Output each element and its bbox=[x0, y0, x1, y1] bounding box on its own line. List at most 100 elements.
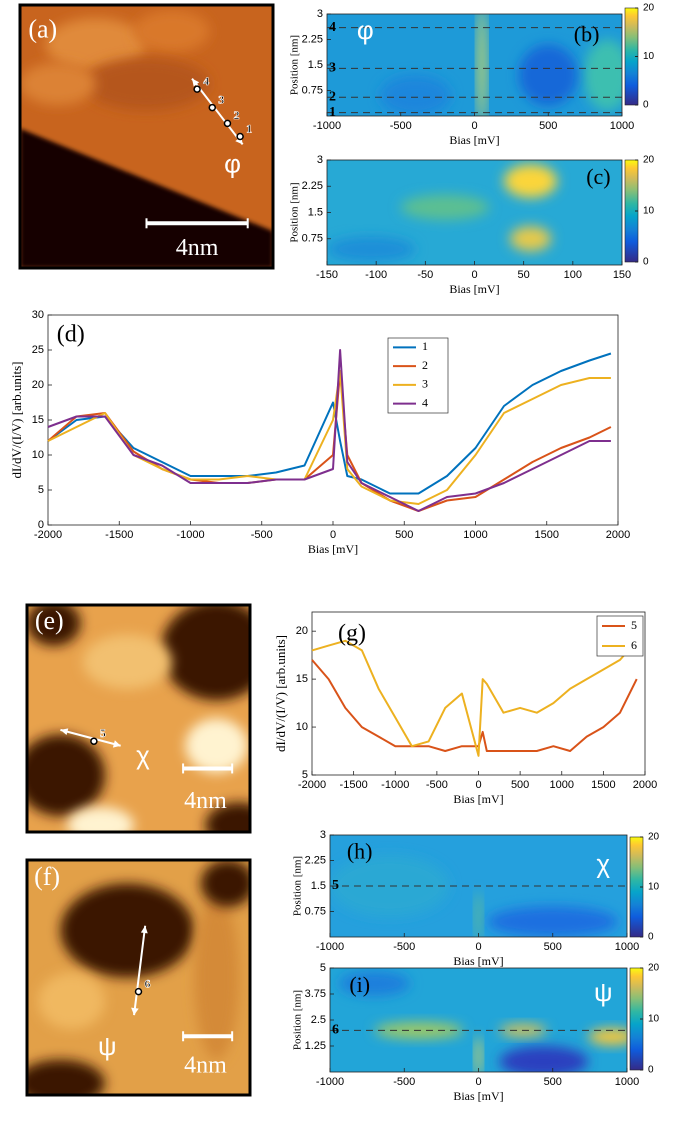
x-tick-label: 500 bbox=[395, 529, 413, 541]
y-tick-label: 0.75 bbox=[302, 233, 323, 245]
heatmap-feature bbox=[475, 1035, 482, 1072]
heatmap-feature bbox=[487, 906, 619, 937]
legend-label: 4 bbox=[422, 395, 428, 409]
legend-box bbox=[596, 615, 644, 657]
y-axis-label: Position [nm] bbox=[289, 182, 301, 242]
arrow-tail bbox=[112, 740, 121, 748]
stm-image: (e) 5 χ 4nm bbox=[25, 603, 252, 834]
probe-point-label: 6 bbox=[145, 976, 151, 990]
heatmap-image bbox=[330, 968, 627, 1072]
scale-bar-label: 4nm bbox=[176, 235, 219, 261]
x-tick-label: 1000 bbox=[463, 529, 487, 541]
x-tick-label: 0 bbox=[475, 1076, 481, 1088]
heatmap-panel: -1000 -500 0 500 1000 0.75 1.5 2.25 3 Bias [mV] Po… bbox=[292, 829, 660, 968]
arrow-head bbox=[192, 78, 200, 87]
direction-symbol: φ bbox=[357, 15, 374, 45]
y-tick-label: 5 bbox=[38, 484, 44, 496]
heatmap-feature bbox=[380, 75, 451, 116]
panel-label: (b) bbox=[574, 21, 600, 46]
x-tick-label: -100 bbox=[365, 269, 387, 281]
x-tick-label: 500 bbox=[544, 941, 562, 953]
image-feature bbox=[185, 718, 248, 773]
y-tick-label: 1.5 bbox=[308, 59, 323, 71]
colorbar-tick-label: 20 bbox=[643, 3, 655, 14]
x-axis-label: Bias [mV] bbox=[308, 542, 358, 556]
image-feature bbox=[83, 57, 210, 111]
x-tick-label: -500 bbox=[393, 941, 415, 953]
probe-point bbox=[208, 103, 217, 112]
colorbar-tick-label: 0 bbox=[648, 1065, 654, 1076]
x-tick-label: 1000 bbox=[615, 1076, 639, 1088]
x-tick-label: -1000 bbox=[316, 941, 344, 953]
arrow-line bbox=[60, 728, 121, 747]
arrow-tail bbox=[131, 1007, 139, 1016]
colorbar-tick-label: 20 bbox=[648, 963, 660, 974]
line-panel: -2000 -1500 -1000 -500 0 500 1000 1500 2000 5 10 15… bbox=[273, 611, 657, 806]
x-tick-label: 2000 bbox=[606, 529, 630, 541]
panel-label: (g) bbox=[338, 620, 366, 646]
series-line bbox=[311, 639, 638, 757]
heatmap-feature bbox=[499, 1046, 589, 1072]
x-tick-label: -500 bbox=[426, 779, 448, 791]
arrow-line bbox=[133, 925, 147, 1016]
direction-symbol: ψ bbox=[98, 1031, 117, 1061]
x-tick-label: 500 bbox=[539, 120, 557, 132]
legend-label: 5 bbox=[631, 618, 637, 632]
colorbar-tick-label: 0 bbox=[643, 257, 649, 268]
y-tick-label: 0.75 bbox=[305, 905, 326, 917]
x-tick-label: -1500 bbox=[105, 529, 133, 541]
panel-label: (f) bbox=[34, 862, 60, 891]
position-marker-label: 3 bbox=[329, 61, 336, 76]
panel-label: (i) bbox=[349, 972, 370, 997]
x-tick-label: -1500 bbox=[340, 779, 368, 791]
colorbar-tick-label: 20 bbox=[643, 155, 655, 166]
heatmap-feature bbox=[588, 1028, 627, 1045]
direction-symbol: χ bbox=[136, 740, 150, 770]
probe-point-label: 1 bbox=[246, 121, 252, 135]
heatmap-feature bbox=[478, 14, 486, 116]
image-feature bbox=[194, 895, 239, 1060]
x-tick-label: 0 bbox=[475, 779, 481, 791]
heatmap-image bbox=[327, 160, 622, 265]
y-tick-label: 5 bbox=[302, 769, 308, 781]
colorbar-tick-label: 0 bbox=[648, 932, 654, 943]
y-tick-label: 30 bbox=[32, 309, 44, 321]
arrow-head bbox=[60, 728, 69, 736]
image-feature bbox=[160, 605, 250, 701]
x-tick-label: 500 bbox=[511, 779, 529, 791]
image-feature bbox=[67, 807, 135, 832]
scale-bar-label: 4nm bbox=[184, 1052, 227, 1078]
x-tick-label: 1500 bbox=[535, 529, 559, 541]
image-feature bbox=[60, 883, 195, 978]
y-tick-label: 20 bbox=[32, 379, 44, 391]
line-panel: -2000 -1500 -1000 -500 0 500 1000 1500 2000 0 5 10 1… bbox=[9, 309, 630, 556]
legend-label: 6 bbox=[631, 638, 637, 652]
y-tick-label: 2.25 bbox=[302, 33, 323, 45]
y-tick-label: 0 bbox=[38, 519, 44, 531]
probe-point bbox=[236, 132, 244, 141]
x-tick-label: -1000 bbox=[176, 529, 204, 541]
legend-label: 3 bbox=[422, 377, 428, 391]
colorbar-tick-label: 10 bbox=[648, 882, 660, 893]
image-feature bbox=[82, 634, 172, 689]
position-marker-label: 5 bbox=[332, 878, 339, 893]
probe-point-label: 5 bbox=[100, 726, 106, 740]
y-axis-label: dI/dV/(I/V) [arb.units] bbox=[9, 362, 24, 479]
heatmap-image bbox=[330, 835, 627, 937]
colorbar-tick-label: 10 bbox=[643, 51, 655, 62]
heatmap-image bbox=[327, 14, 622, 116]
colorbar-tick-label: 0 bbox=[643, 100, 649, 111]
heatmap-feature bbox=[330, 855, 449, 917]
legend-label: 2 bbox=[422, 358, 428, 372]
heatmap-feature bbox=[327, 236, 416, 262]
series-line bbox=[47, 352, 612, 495]
x-axis-label: Bias [mV] bbox=[453, 1089, 503, 1103]
y-tick-label: 15 bbox=[32, 414, 44, 426]
image-feature bbox=[27, 1059, 106, 1095]
x-tick-label: 2000 bbox=[633, 779, 657, 791]
y-axis-label: dI/dV/(I/V) [arb.units] bbox=[273, 635, 288, 752]
image-content bbox=[20, 5, 273, 268]
